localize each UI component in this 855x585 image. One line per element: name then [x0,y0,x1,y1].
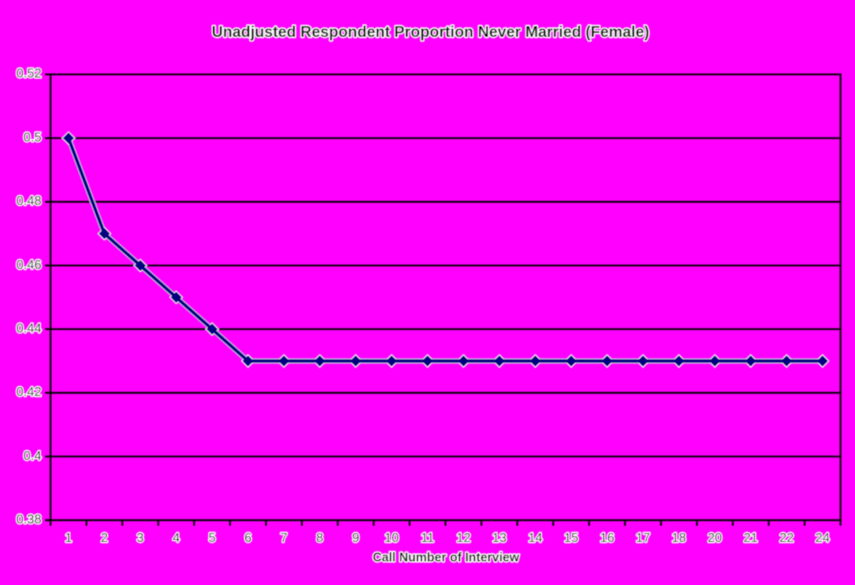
svg-text:14: 14 [528,530,542,545]
svg-text:0.42: 0.42 [16,384,41,399]
svg-text:8: 8 [316,530,323,545]
svg-text:16: 16 [600,530,614,545]
svg-text:7: 7 [280,530,287,545]
svg-text:0.48: 0.48 [16,193,41,208]
svg-text:21: 21 [743,530,757,545]
svg-text:0.5: 0.5 [23,129,41,144]
svg-text:3: 3 [137,530,144,545]
svg-text:10: 10 [384,530,398,545]
svg-text:0.44: 0.44 [16,320,41,335]
svg-text:20: 20 [708,530,722,545]
svg-text:5: 5 [208,530,215,545]
svg-text:0.38: 0.38 [16,512,41,527]
svg-text:15: 15 [564,530,578,545]
svg-text:13: 13 [492,530,506,545]
svg-text:1: 1 [65,530,72,545]
svg-text:9: 9 [352,530,359,545]
svg-text:0.46: 0.46 [16,257,41,272]
svg-text:24: 24 [815,530,829,545]
svg-text:22: 22 [779,530,793,545]
svg-text:17: 17 [636,530,650,545]
svg-text:18: 18 [672,530,686,545]
svg-text:0.4: 0.4 [23,448,41,463]
svg-text:Call Number of Interview: Call Number of Interview [373,551,520,565]
svg-text:Unadjusted Respondent Proporti: Unadjusted Respondent Proportion Never M… [212,24,650,41]
svg-text:0.52: 0.52 [16,66,41,81]
svg-text:4: 4 [173,530,180,545]
svg-text:2: 2 [101,530,108,545]
svg-text:12: 12 [456,530,470,545]
svg-text:6: 6 [244,530,251,545]
svg-text:11: 11 [421,530,435,545]
